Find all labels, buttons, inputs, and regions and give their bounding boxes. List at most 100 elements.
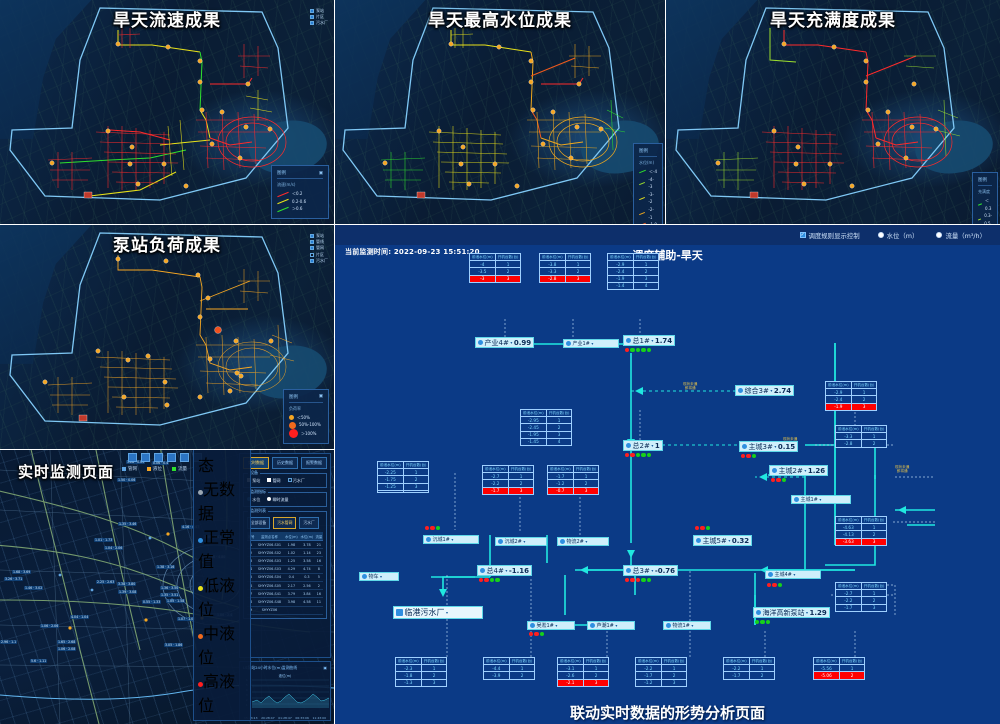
toggle-rule-display[interactable]: ✓ 调度规则显示控制 <box>799 231 860 240</box>
table-row[interactable]: -2.1 3 <box>557 678 610 687</box>
table-row[interactable]: -2.4 2 <box>825 395 878 404</box>
table-row[interactable]: -2.2 2 <box>482 479 535 488</box>
node-zc4[interactable]: 主城4# ▾ <box>765 570 821 579</box>
node-zh3[interactable]: 综合3# ▾ 2.74 <box>735 385 795 396</box>
rule-table[interactable]: 前池水位(m) 开机台数(台) -1.7 1 -1.2 2 -0.7 3 <box>547 464 600 495</box>
chevron-down-icon[interactable]: ▾ <box>774 444 777 449</box>
map-data-chip[interactable]: 1.46 · 3.02 <box>24 586 44 590</box>
chevron-down-icon[interactable]: ▾ <box>806 610 809 615</box>
map-data-chip[interactable]: 1.06 · 2.08 <box>57 647 77 651</box>
monitor-chart-card[interactable]: LS泵站24小时水位(m)监测曲线 ▣ 液位(m) 654 321 15:43:… <box>239 661 331 721</box>
rule-table[interactable]: 前池水位(m) 开机台数(台) -3.1 1 -2.6 2 -2.1 3 <box>557 656 610 687</box>
map-data-chip[interactable]: 3.26 · 3.71 <box>4 577 24 581</box>
rule-table[interactable]: 前池水位(m) 开机台数(台) -4.63 1 -4.13 2 -3.63 3 <box>835 515 888 546</box>
table-row[interactable]: -0.7 3 <box>547 486 600 495</box>
layer-row[interactable]: 片区 <box>310 14 328 20</box>
map-data-chip[interactable]: 1.68 · 3.69 <box>12 570 32 574</box>
layer-row[interactable]: 泵站 <box>310 233 328 239</box>
map-data-chip[interactable]: 3.38 · 3.80 <box>117 582 137 586</box>
chevron-down-icon[interactable]: ▾ <box>510 340 513 345</box>
chevron-down-icon[interactable]: ▾ <box>585 539 588 544</box>
layer-toggle-box[interactable]: 泵站 片区 污水厂 <box>310 8 328 27</box>
node-wh1[interactable]: 吴淞1# ▾ <box>527 621 575 630</box>
panel-pump-load[interactable]: 泵站负荷成果 泵站 管线 管网 片区 污水厂 图例 ▣ 负荷率 ＜50% 50%… <box>0 225 334 449</box>
chevron-down-icon[interactable]: ▾ <box>505 568 508 573</box>
chevron-down-icon[interactable]: ▾ <box>793 572 796 577</box>
table-row[interactable]: 3 SHYYZ06-S03 1.25 3.58 16 <box>247 556 323 566</box>
collapse-icon[interactable]: ▣ <box>318 170 323 176</box>
table-row[interactable]: -2.7 1 <box>482 472 535 481</box>
layer-row[interactable]: 泵站 <box>310 8 328 14</box>
table-row[interactable]: -3.3 2 <box>539 267 592 276</box>
table-row[interactable]: -1.7 2 <box>723 671 776 680</box>
map-data-chip[interactable]: 1.06 · 2.06 <box>40 624 60 628</box>
layer-row[interactable]: 片区 <box>310 252 328 258</box>
chevron-down-icon[interactable]: ▾ <box>446 610 449 615</box>
radio-water-level[interactable]: 水位（m） <box>877 231 918 240</box>
map-data-chip[interactable]: 1.50 · 0.06 <box>117 478 137 482</box>
map-data-chip[interactable]: 1.05 · 1.58 <box>166 599 186 603</box>
node-zc3[interactable]: 主城3# ▾ 0.15 <box>739 441 799 452</box>
table-row[interactable]: -3.8 1 <box>539 260 592 269</box>
table-row[interactable]: -1.25 3 <box>377 482 430 491</box>
table-row[interactable]: -1.7 3 <box>835 603 888 612</box>
table-row[interactable]: -1.8 2 <box>395 671 448 680</box>
map-data-chip[interactable]: 3.05 · 1.86 <box>164 643 184 647</box>
node-plant[interactable]: 临港污水厂 ▾ <box>393 606 483 619</box>
table-row[interactable]: -3 3 <box>469 274 522 283</box>
collapse-icon[interactable]: ▣ <box>318 394 323 400</box>
expand-icon[interactable]: ▣ <box>323 665 327 670</box>
map-data-chip[interactable]: 1.35 · 3.46 <box>118 522 138 526</box>
btn-sewer-network[interactable]: 污水管网 <box>273 517 297 529</box>
table-row[interactable]: -2.6 2 <box>557 671 610 680</box>
table-row[interactable]: -2.7 1 <box>835 589 888 598</box>
table-row[interactable]: -1.7 3 <box>482 486 535 495</box>
rule-table[interactable]: 前池水位(m) 开机台数(台) -2.2 1 -1.7 2 <box>723 656 776 680</box>
table-row[interactable]: -2.9 1 <box>607 260 660 269</box>
table-row[interactable]: -1.7 1 <box>547 472 600 481</box>
rule-table[interactable]: 前池水位(m) 开机台数(台) -3.8 1 -3.3 2 -2.8 3 <box>539 252 592 283</box>
node-zc5[interactable]: 主城5# ▾ 0.32 <box>693 535 753 546</box>
chevron-down-icon[interactable]: ▾ <box>651 443 654 448</box>
table-row[interactable]: -1.95 3 <box>520 430 573 439</box>
layer-row[interactable]: 污水厂 <box>310 258 328 264</box>
checkbox-icon[interactable] <box>310 15 314 20</box>
table-row[interactable]: -5.56 1 <box>813 664 866 673</box>
checkbox-icon[interactable] <box>310 240 314 245</box>
layer-row[interactable]: 管网 <box>310 245 328 251</box>
checkbox-icon[interactable] <box>310 234 314 239</box>
map-data-chip[interactable]: 1.01 · 1.73 <box>94 538 114 542</box>
table-row[interactable]: -1.45 4 <box>520 437 573 446</box>
panel-dry-fullness[interactable]: 旱天充满度成果 图例 充满度 ＜0.3 0.3-0.5 0.5-0.8 0.8-… <box>666 0 1000 224</box>
table-row[interactable]: 1 SHYYZ06-S01 1.98 3.78 21 <box>247 540 323 550</box>
rule-table[interactable]: 前池水位(m) 开机台数(台) -5.56 1 -5.06 2 <box>813 656 866 680</box>
table-row[interactable]: -2.8 3 <box>539 274 592 283</box>
table-row[interactable]: -2.45 2 <box>520 423 573 432</box>
panel-scheduling-diagram[interactable]: ✓ 调度规则显示控制 水位（m） 流量（m³/h） 当前监测时间: 2022-0… <box>335 225 1000 724</box>
table-row[interactable]: -1.2 2 <box>547 479 600 488</box>
node-cy4[interactable]: 产业4# ▾ 0.99 <box>475 337 535 348</box>
rule-table[interactable]: 前池水位(m) 开机台数(台) -2.25 1 -1.75 2 -1.25 3 <box>377 460 430 493</box>
tab-history[interactable]: 历史数据 <box>272 457 298 469</box>
node-zc1[interactable]: 主城1# ▾ <box>791 495 851 504</box>
node-wl2[interactable]: 物流2# ▾ <box>557 537 609 546</box>
map-data-chip[interactable]: 4.16 · 4.47 <box>181 525 201 529</box>
table-row[interactable]: 7 SHYYZ06-S41 3.79 3.84 16 <box>247 589 323 599</box>
option-network[interactable]: 管网 <box>267 478 281 484</box>
chevron-down-icon[interactable]: ▾ <box>380 574 383 579</box>
map-data-chip[interactable]: 1.07 · 1.05 <box>177 617 197 621</box>
table-row[interactable]: -1.2 3 <box>635 678 688 687</box>
chevron-down-icon[interactable]: ▾ <box>523 539 526 544</box>
table-row[interactable]: -2.9 1 <box>825 388 878 397</box>
map-data-chip[interactable]: 1.28 · 0.05 <box>126 460 146 464</box>
rule-table[interactable]: 前池水位(m) 开机台数(台) -4.4 1 -3.9 2 <box>483 656 536 680</box>
btn-plant[interactable]: 污水厂 <box>299 517 319 529</box>
node-cy1[interactable]: 产业1# ▾ <box>563 339 619 348</box>
tab-alarm[interactable]: 报警数据 <box>301 457 327 469</box>
rule-table[interactable]: 前池水位(m) 开机台数(台) -3.3 1 -2.8 2 <box>835 424 888 448</box>
layers-icon[interactable] <box>128 453 137 462</box>
rule-table[interactable]: 前池水位(m) 开机台数(台) -4 1 -3.5 2 -3 3 <box>469 252 522 283</box>
table-row[interactable]: -3.3 1 <box>835 432 888 441</box>
chevron-down-icon[interactable]: ▾ <box>728 538 731 543</box>
monitor-side-panel[interactable]: 实时数据 历史数据 报警数据 设备 泵站 管网 污水厂 监测指标 水位 瞬时流量 <box>239 453 331 658</box>
